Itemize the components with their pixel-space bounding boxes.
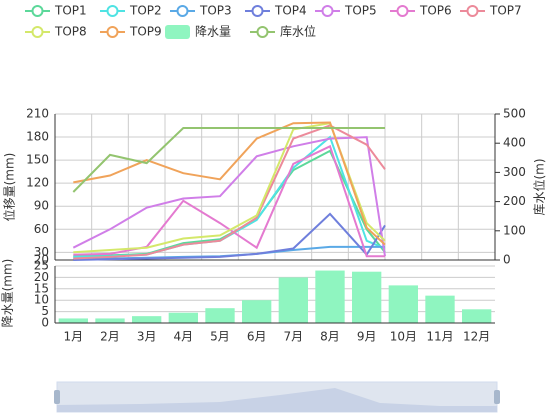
x-tick-label: 1月 — [64, 330, 84, 344]
bar — [242, 300, 272, 323]
bar — [388, 285, 418, 323]
x-tick-label: 8月 — [320, 330, 340, 344]
x-tick-label: 10月 — [390, 330, 417, 344]
series-line — [73, 121, 386, 246]
series-line — [73, 212, 386, 261]
y-tick-label: 20 — [34, 253, 49, 267]
x-tick-label: 3月 — [137, 330, 157, 344]
x-tick-label: 7月 — [284, 330, 304, 344]
x-tick-label: 2月 — [100, 330, 120, 344]
legend-label: TOP7 — [489, 4, 522, 18]
legend-item[interactable]: TOP1 — [25, 4, 87, 18]
y-tick-label: 150 — [26, 153, 49, 167]
bar — [205, 308, 235, 323]
legend-item[interactable]: 库水位 — [250, 24, 316, 39]
legend-item[interactable]: TOP5 — [315, 4, 377, 18]
legend-label: TOP4 — [274, 4, 307, 18]
legend-item[interactable]: TOP7 — [460, 4, 522, 18]
legend-item[interactable]: TOP4 — [245, 4, 307, 18]
bar — [462, 309, 492, 323]
bar — [132, 316, 162, 323]
series-line — [73, 135, 386, 258]
y-tick-label: 210 — [26, 107, 49, 121]
legend-label: TOP2 — [129, 4, 162, 18]
bar — [425, 295, 455, 323]
zoom-handle[interactable] — [494, 390, 500, 404]
legend-item[interactable]: TOP2 — [100, 4, 162, 18]
legend-swatch — [176, 5, 189, 17]
y2-tick-label: 200 — [503, 194, 526, 208]
y2-tick-label: 100 — [503, 223, 526, 237]
zoom-handle[interactable] — [54, 390, 60, 404]
legend-item[interactable]: TOP3 — [170, 4, 232, 18]
legend-label: TOP5 — [344, 4, 377, 18]
y-tick-label: 10 — [34, 293, 49, 307]
legend-swatch — [31, 5, 44, 17]
legend-label: TOP6 — [419, 4, 452, 18]
bar — [278, 277, 308, 323]
y2-tick-label: 500 — [503, 107, 526, 121]
x-tick-label: 4月 — [174, 330, 194, 344]
legend-item[interactable]: TOP8 — [25, 25, 87, 39]
legend-swatch — [31, 26, 44, 38]
bar — [58, 318, 88, 323]
series-line — [72, 136, 386, 257]
x-tick-label: 6月 — [247, 330, 267, 344]
x-tick-label: 11月 — [426, 330, 453, 344]
legend-swatch — [321, 5, 334, 17]
y-tick-label: 30 — [34, 245, 49, 259]
y2-tick-label: 0 — [503, 253, 511, 267]
bar — [352, 271, 382, 323]
zoom-preview — [57, 388, 497, 412]
series-line — [72, 127, 385, 193]
y-tick-label: 90 — [34, 199, 49, 213]
y-tick-label: 25 — [34, 259, 49, 273]
legend-label: TOP1 — [54, 4, 87, 18]
legend-swatch — [106, 5, 119, 17]
legend-item[interactable]: TOP9 — [100, 25, 162, 39]
y-tick-label: 60 — [34, 222, 49, 236]
y2-axis-title: 库水位(m) — [532, 158, 547, 215]
y-tick-label: 20 — [34, 270, 49, 284]
legend-swatch — [466, 5, 479, 17]
legend-label: TOP9 — [129, 25, 162, 39]
legend-swatch — [256, 26, 269, 38]
x-tick-label: 12月 — [463, 330, 490, 344]
y-axis-title: 降水量(mm) — [1, 259, 15, 328]
y-tick-label: 5 — [41, 304, 49, 318]
legend-label: TOP3 — [199, 4, 232, 18]
y-tick-label: 0 — [41, 316, 49, 330]
bar — [95, 318, 125, 323]
series-line — [73, 122, 386, 254]
legend-swatch — [396, 5, 409, 17]
y-tick-label: 180 — [26, 130, 49, 144]
y-tick-label: 120 — [26, 176, 49, 190]
legend-swatch — [165, 25, 190, 39]
legend-label: 库水位 — [280, 24, 316, 39]
y2-tick-label: 300 — [503, 165, 526, 179]
series-line — [73, 124, 386, 260]
series-line — [73, 144, 385, 258]
legend-swatch — [251, 5, 264, 17]
x-tick-label: 5月 — [210, 330, 230, 344]
legend-swatch — [106, 26, 119, 38]
data-zoom[interactable] — [54, 381, 500, 413]
y2-tick-label: 400 — [503, 136, 526, 150]
legend-item[interactable]: TOP6 — [390, 4, 452, 18]
legend-item[interactable]: 降水量 — [165, 25, 231, 40]
legend-label: 降水量 — [195, 25, 231, 39]
x-tick-label: 9月 — [357, 330, 377, 344]
y-axis-title: 位移量(mm) — [2, 153, 17, 222]
bar — [168, 312, 198, 323]
legend-label: TOP8 — [54, 25, 87, 39]
series-line — [73, 149, 386, 258]
bar — [315, 270, 345, 323]
y-tick-label: 15 — [34, 281, 49, 295]
